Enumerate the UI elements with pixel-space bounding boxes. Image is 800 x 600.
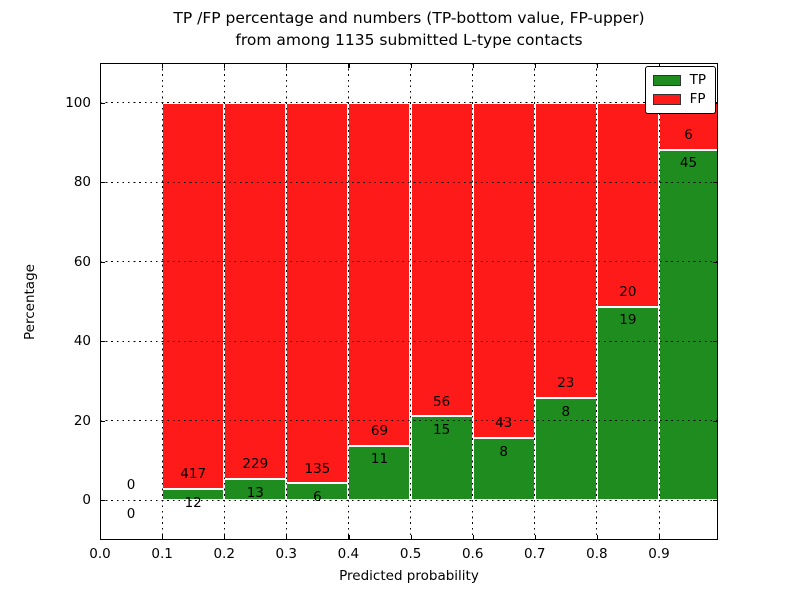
x-tick-label: 0.5 <box>399 546 422 562</box>
x-tick-label: 0.2 <box>213 546 235 562</box>
chart-title: TP /FP percentage and numbers (TP-bottom… <box>100 7 718 51</box>
x-tick-mark <box>348 535 350 540</box>
x-tick-mark <box>659 535 661 540</box>
fp-count-label: 43 <box>495 415 513 432</box>
bar-segment-tp <box>410 416 473 501</box>
tp-count-label: 8 <box>499 443 508 460</box>
legend-swatch-tp <box>652 75 681 86</box>
bar-segment-tp <box>659 149 718 501</box>
fp-count-label: 229 <box>242 456 269 473</box>
fp-count-label: 23 <box>557 374 575 391</box>
x-tick-mark <box>534 63 536 68</box>
legend-swatch-fp <box>652 94 681 105</box>
x-tick-mark <box>410 63 412 68</box>
x-tick-mark <box>596 63 599 68</box>
bar-segment-fp <box>224 102 287 479</box>
chart-title-line2: from among 1135 submitted L-type contact… <box>235 31 583 49</box>
y-tick-label: 60 <box>73 253 91 270</box>
bar-segment-fp <box>472 102 535 438</box>
bar-segment-tp <box>472 437 535 501</box>
bar-segment-fp <box>596 102 659 307</box>
x-tick-label: 0.6 <box>461 546 484 562</box>
bar-segment-tp <box>534 397 597 501</box>
x-tick-label: 0.4 <box>337 546 360 562</box>
y-tick-label: 40 <box>73 333 91 350</box>
legend-label-fp: FP <box>689 91 706 107</box>
x-tick-label: 0.8 <box>586 546 608 562</box>
x-tick-mark <box>534 535 536 540</box>
x-tick-mark <box>596 535 599 540</box>
x-tick-mark <box>100 535 102 540</box>
x-tick-label: 0.1 <box>151 546 173 562</box>
x-tick-mark <box>410 535 412 540</box>
tp-count-label: 12 <box>184 494 202 511</box>
x-tick-mark <box>224 535 226 540</box>
fp-count-label: 20 <box>619 283 637 300</box>
fp-count-label: 135 <box>304 460 331 477</box>
y-tick-label: 100 <box>65 94 91 111</box>
tp-count-label: 6 <box>313 489 322 506</box>
chart-title-line1: TP /FP percentage and numbers (TP-bottom… <box>173 9 645 27</box>
tp-count-label: 0 <box>126 506 136 523</box>
y-tick-mark <box>100 500 105 502</box>
y-tick-label: 20 <box>73 412 91 429</box>
plot-area: TP FP 0 0 417 12 229 13 135 6 69 11 56 15 43 8 23 8 20 19… <box>100 63 718 540</box>
fp-count-label: 6 <box>684 126 693 143</box>
bar-segment-tp <box>596 306 659 501</box>
y-tick-mark <box>100 182 105 184</box>
x-tick-label: 0.0 <box>89 546 111 562</box>
tp-count-label: 8 <box>561 403 571 420</box>
tp-count-label: 11 <box>370 451 389 468</box>
x-tick-mark <box>162 63 164 68</box>
fp-count-label: 0 <box>126 477 136 494</box>
fp-count-label: 56 <box>433 393 451 410</box>
tp-count-label: 45 <box>679 155 698 172</box>
x-tick-mark <box>162 535 164 540</box>
y-tick-mark <box>713 500 718 502</box>
y-tick-label: 80 <box>73 174 91 191</box>
fp-count-label: 417 <box>180 466 207 483</box>
tp-count-label: 15 <box>433 422 451 439</box>
legend-item-fp: FP <box>652 90 706 109</box>
y-tick-mark <box>100 341 105 343</box>
fp-count-label: 69 <box>370 422 389 439</box>
legend-item-tp: TP <box>652 71 706 90</box>
x-axis-label: Predicted probability <box>339 568 479 584</box>
x-tick-mark <box>224 63 226 68</box>
x-tick-label: 0.7 <box>524 546 546 562</box>
tp-count-label: 13 <box>246 484 264 501</box>
x-tick-mark <box>472 63 474 68</box>
y-tick-mark <box>100 102 105 104</box>
y-tick-mark <box>100 261 105 263</box>
legend-label-tp: TP <box>689 72 706 88</box>
bar-segment-tp <box>162 489 225 501</box>
bar-segment-fp <box>162 102 225 490</box>
bar-segment-tp <box>286 483 349 501</box>
y-axis-label: Percentage <box>22 264 38 340</box>
x-tick-mark <box>472 535 474 540</box>
x-tick-mark <box>286 63 288 68</box>
bar-segment-tp <box>348 445 411 501</box>
y-tick-label: 0 <box>82 492 91 509</box>
bar-segment-fp <box>348 102 411 446</box>
x-tick-label: 0.3 <box>275 546 298 562</box>
x-tick-mark <box>100 63 102 68</box>
x-tick-mark <box>348 63 350 68</box>
bar-segment-fp <box>286 102 349 484</box>
y-tick-mark <box>100 420 105 422</box>
x-tick-label: 0.9 <box>648 546 670 562</box>
bar-segment-tp <box>224 478 287 501</box>
legend: TP FP <box>644 66 716 114</box>
x-tick-mark <box>286 535 288 540</box>
bar-segment-fp <box>410 102 473 417</box>
bar-segment-fp <box>534 102 597 398</box>
tp-count-label: 19 <box>619 312 637 329</box>
